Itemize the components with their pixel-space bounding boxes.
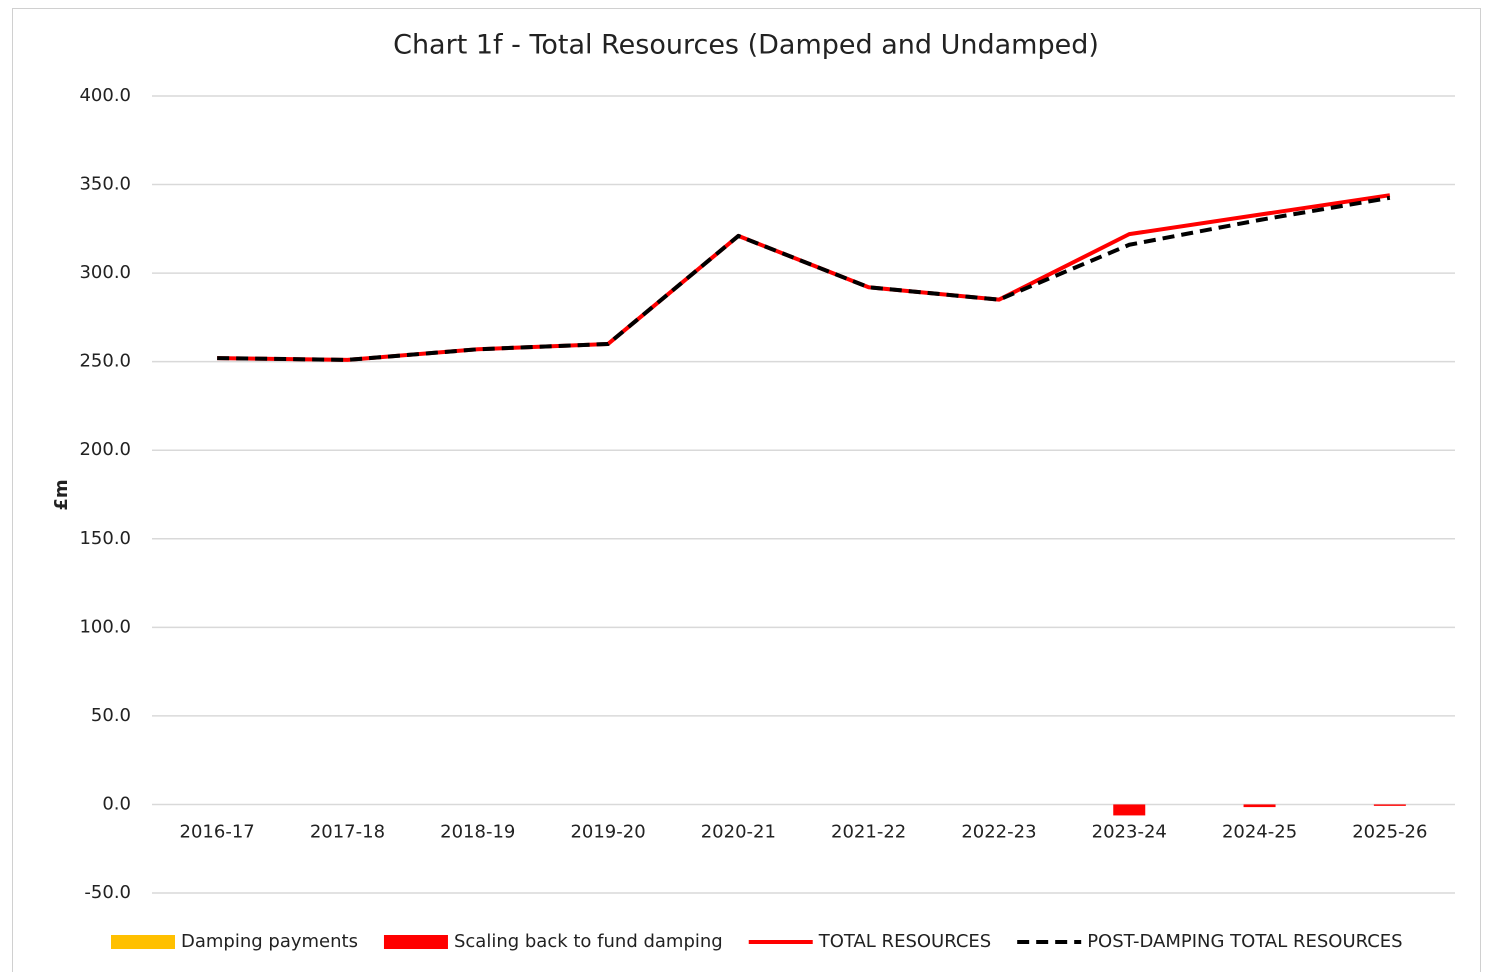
chart-title: Chart 1f - Total Resources (Damped and U… bbox=[393, 30, 1099, 61]
x-tick-label: 2021-22 bbox=[831, 821, 906, 842]
x-tick-label: 2018-19 bbox=[440, 821, 515, 842]
y-tick-label: 50.0 bbox=[91, 705, 131, 726]
x-tick-label: 2019-20 bbox=[570, 821, 645, 842]
x-tick-label: 2024-25 bbox=[1222, 821, 1297, 842]
line bbox=[217, 195, 1391, 362]
legend-swatch bbox=[111, 935, 175, 949]
legend-label: TOTAL RESOURCES bbox=[818, 931, 991, 952]
y-tick-label: 150.0 bbox=[79, 528, 131, 549]
legend-label: POST-DAMPING TOTAL RESOURCES bbox=[1087, 931, 1402, 952]
legend-label: Scaling back to fund damping bbox=[454, 931, 723, 952]
y-tick-label: 400.0 bbox=[79, 85, 131, 106]
x-tick-label: 2025-26 bbox=[1352, 821, 1427, 842]
legend-label: Damping payments bbox=[181, 931, 358, 952]
y-tick-label: 100.0 bbox=[79, 616, 131, 637]
x-tick-label: 2017-18 bbox=[310, 821, 385, 842]
y-tick-label: 0.0 bbox=[102, 793, 131, 814]
y-tick-label: 250.0 bbox=[79, 351, 131, 372]
bar bbox=[1113, 804, 1146, 816]
bar bbox=[1243, 804, 1276, 808]
y-axis-label: £m bbox=[51, 479, 72, 510]
chart-frame bbox=[12, 8, 1481, 972]
legend-swatch bbox=[383, 935, 448, 949]
x-tick-label: 2023-24 bbox=[1092, 821, 1167, 842]
bar bbox=[1373, 804, 1406, 806]
x-tick-label: 2016-17 bbox=[180, 821, 255, 842]
y-tick-label: 300.0 bbox=[79, 262, 131, 283]
y-tick-label: -50.0 bbox=[84, 882, 131, 903]
y-tick-label: 200.0 bbox=[79, 439, 131, 460]
line bbox=[217, 193, 1391, 362]
x-tick-label: 2022-23 bbox=[961, 821, 1036, 842]
x-tick-label: 2020-21 bbox=[701, 821, 776, 842]
y-tick-label: 350.0 bbox=[79, 174, 131, 195]
